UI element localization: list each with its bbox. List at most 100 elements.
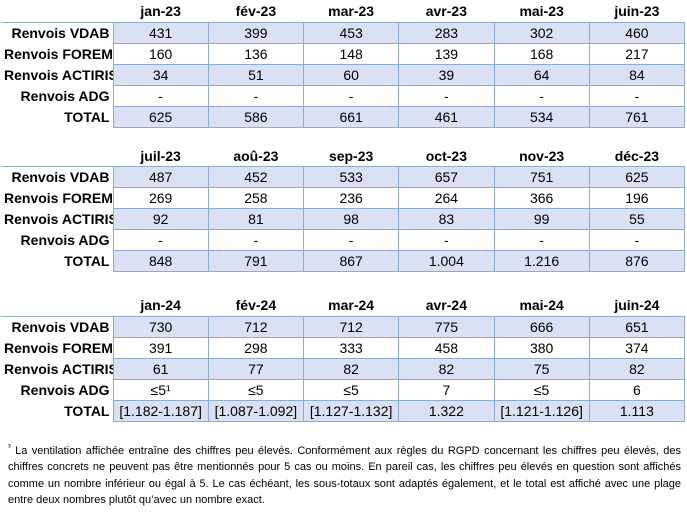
value-cell: 82 [302, 357, 400, 380]
table-row: Renvois ACTIRIS 34 51 60 39 64 84 [1, 63, 686, 86]
value-cell: 657 [398, 166, 495, 188]
table-row: Renvois ACTIRIS 92 81 98 83 99 55 [1, 208, 686, 230]
value-cell: ≤5 [302, 378, 400, 401]
value-cell: - [588, 229, 686, 251]
month-header: aoû-23 [233, 147, 279, 164]
value-cell: 458 [398, 336, 495, 359]
value-cell: - [398, 84, 495, 107]
value-cell: 533 [302, 166, 400, 188]
value-cell: 1.322 [398, 399, 495, 422]
table-row: Renvois ADG - - - - - - [1, 229, 686, 251]
table-row: Renvois ADG - - - - - - [1, 84, 686, 107]
table-row: TOTAL [1.182-1.187] [1.087-1.092] [1.127-1.… [1, 399, 686, 422]
row-label: Renvois FOREM [4, 190, 113, 206]
value-cell: 712 [207, 315, 305, 338]
month-header: juin-24 [614, 297, 660, 314]
month-header: mai-23 [519, 3, 564, 20]
table-row: Renvois ADG ≤5¹ ≤5 ≤5 7 ≤5 6 [1, 378, 686, 401]
row-label: TOTAL [64, 253, 110, 269]
row-label: Renvois VDAB [1, 21, 113, 43]
value-cell: 460 [588, 21, 686, 44]
value-cell: - [112, 229, 209, 251]
table-row: TOTAL 625 586 661 461 534 761 [1, 105, 686, 128]
corner-cell [1, 146, 113, 167]
value-cell: [1.087-1.092] [207, 399, 305, 422]
month-header: fév-23 [235, 3, 277, 20]
value-cell: 98 [302, 208, 400, 230]
value-cell: 1.004 [398, 250, 495, 272]
row-label: Renvois ACTIRIS [4, 66, 113, 83]
value-cell: 452 [207, 166, 305, 188]
value-cell: 867 [302, 250, 400, 272]
value-cell: - [588, 84, 686, 107]
row-label: Renvois FOREM [4, 339, 113, 356]
row-label: Renvois ADG [20, 381, 110, 398]
value-cell: ≤5¹ [112, 378, 209, 401]
value-cell: 139 [398, 42, 495, 65]
month-header: mar-23 [328, 3, 375, 20]
value-cell: 431 [112, 21, 209, 44]
value-cell: 775 [398, 315, 495, 338]
corner-cell [1, 1, 113, 22]
value-cell: [1.121-1.126] [493, 399, 590, 422]
row-label: Renvois VDAB [1, 166, 113, 188]
value-cell: 1.113 [588, 399, 686, 422]
value-cell: [1.182-1.187] [112, 399, 209, 422]
row-label: Renvois ADG [20, 87, 110, 104]
value-cell: - [493, 84, 590, 107]
month-table-3: jan-24 fév-24 mar-24 avr-24 mai-24 juin-24 Ren… [1, 295, 686, 422]
value-cell: 7 [398, 378, 495, 401]
value-cell: 81 [207, 208, 305, 230]
month-header: juin-23 [614, 3, 660, 20]
value-cell: 75 [493, 357, 590, 380]
value-cell: 302 [493, 21, 590, 44]
month-header: fév-24 [235, 297, 277, 314]
month-header: oct-23 [425, 147, 467, 164]
value-cell: - [302, 229, 400, 251]
value-cell: 848 [112, 250, 209, 272]
value-cell: 586 [207, 105, 305, 128]
table-row: Renvois FOREM 391 298 333 458 380 374 [1, 336, 686, 359]
value-cell: 461 [398, 105, 495, 128]
row-label: Renvois FOREM [4, 45, 113, 62]
month-header: avr-23 [425, 3, 467, 20]
table-row: Renvois ACTIRIS 61 77 82 82 75 82 [1, 357, 686, 380]
row-label: Renvois VDAB [1, 315, 113, 337]
value-cell: 453 [302, 21, 400, 44]
row-label: Renvois ACTIRIS [4, 360, 113, 377]
month-header: mar-24 [328, 297, 375, 314]
value-cell: 55 [588, 208, 686, 230]
value-cell: 168 [493, 42, 590, 65]
table-row: TOTAL 848 791 867 1.004 1.216 876 [1, 250, 686, 272]
value-cell: 264 [398, 187, 495, 209]
value-cell: 258 [207, 187, 305, 209]
value-cell: 1.216 [493, 250, 590, 272]
value-cell: 148 [302, 42, 400, 65]
value-cell: 487 [112, 166, 209, 188]
footnote: ³ La ventilation affichée entraîne des c… [8, 441, 681, 509]
table-row: Renvois VDAB 431 399 453 283 302 460 [1, 21, 686, 44]
month-header: jan-24 [140, 297, 181, 314]
value-cell: - [302, 84, 400, 107]
month-header: déc-23 [614, 147, 660, 164]
value-cell: 82 [588, 357, 686, 380]
value-cell: - [493, 229, 590, 251]
month-header: mai-24 [519, 297, 564, 314]
value-cell: 876 [588, 250, 686, 272]
month-header: jan-23 [140, 3, 181, 20]
value-cell: 625 [588, 166, 686, 188]
tables-container: jan-23 fév-23 mar-23 avr-23 mai-23 juin-23 Ren… [0, 1, 687, 422]
row-label: TOTAL [64, 108, 110, 125]
footnote-marker: ³ [8, 441, 11, 451]
value-cell: 730 [112, 315, 209, 338]
month-table-1: jan-23 fév-23 mar-23 avr-23 mai-23 juin-23 Ren… [1, 1, 686, 128]
month-header: nov-23 [519, 147, 565, 164]
value-cell: - [207, 84, 305, 107]
row-label: TOTAL [64, 402, 110, 419]
value-cell: 60 [302, 63, 400, 86]
value-cell: 269 [112, 187, 209, 209]
value-cell: - [398, 229, 495, 251]
table-row: Renvois FOREM 160 136 148 139 168 217 [1, 42, 686, 65]
value-cell: 333 [302, 336, 400, 359]
corner-cell [1, 295, 113, 316]
